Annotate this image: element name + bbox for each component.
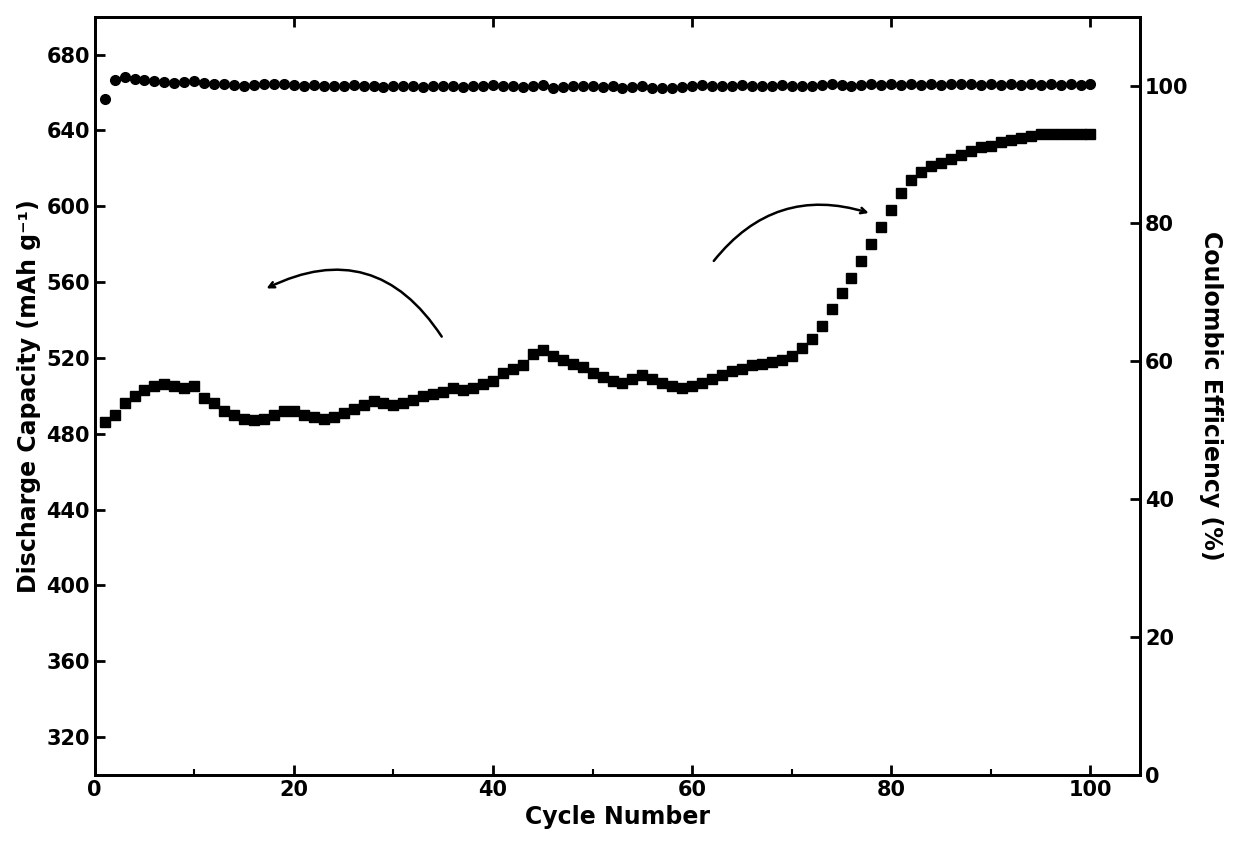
Y-axis label: Coulombic Efficiency (%): Coulombic Efficiency (%) <box>1199 231 1224 561</box>
X-axis label: Cycle Number: Cycle Number <box>525 805 711 829</box>
Y-axis label: Discharge Capacity (mAh g⁻¹): Discharge Capacity (mAh g⁻¹) <box>16 199 41 593</box>
